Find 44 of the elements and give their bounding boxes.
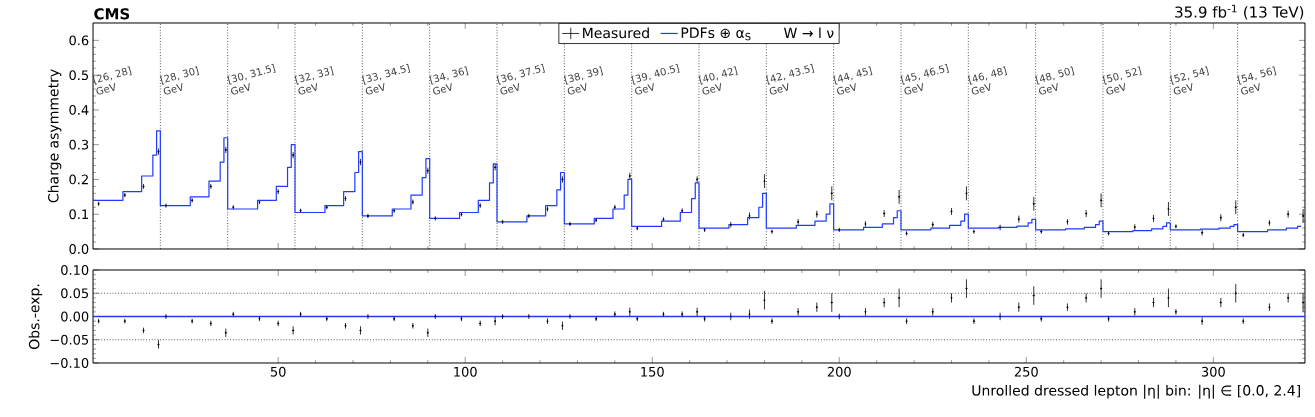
y-tick-label: 0.4 — [69, 105, 89, 115]
annotation: [34, 36] GeV — [429, 66, 469, 95]
y-tick-label: 0.00 — [61, 311, 89, 322]
annotation: [30, 31.5] GeV — [227, 63, 276, 95]
legend-label: Measured — [583, 27, 649, 39]
annotation: [45, 46.5] GeV — [900, 63, 949, 95]
annotation: [26, 28] GeV — [92, 66, 132, 95]
y-tick-label: 0.0 — [69, 244, 89, 254]
annotation: [48, 50] GeV — [1035, 66, 1075, 95]
chart-title: CMS — [94, 8, 130, 20]
x-tick-label: 150 — [641, 366, 664, 377]
y-tick-label: 0.6 — [69, 35, 89, 46]
y-tick-label: 0.10 — [61, 265, 89, 275]
x-tick-label: 100 — [454, 366, 477, 377]
annotation: [42, 43.5] GeV — [766, 63, 815, 95]
x-tick-label: 200 — [827, 366, 851, 377]
y-tick-label: 0.5 — [69, 70, 89, 81]
annotation: [36, 37.5] GeV — [496, 63, 545, 95]
annotation: [38, 39] GeV — [564, 66, 604, 95]
annotation: [28, 30] GeV — [160, 66, 200, 95]
annotation: [33, 34.5] GeV — [362, 63, 411, 95]
y-tick-label: −0.05 — [50, 334, 89, 345]
x-tick-label: 250 — [1014, 366, 1038, 377]
y-tick-label: 0.05 — [61, 288, 89, 299]
y-tick-label: 0.3 — [69, 139, 89, 150]
y-tick-label: −0.10 — [50, 358, 89, 368]
annotation: [52, 54] GeV — [1170, 66, 1210, 95]
legend-label: PDFs ⊕ α$_{S}$ — [681, 27, 751, 41]
annotation: [44, 45] GeV — [833, 66, 873, 95]
y-axis-title: Charge asymmetry — [47, 69, 62, 203]
x-tick-label: 50 — [270, 366, 286, 377]
annotation: [32, 33] GeV — [294, 66, 334, 95]
x-tick-label: 300 — [1201, 366, 1225, 377]
annotation: [40, 42] GeV — [698, 66, 738, 95]
annotation: [54, 56] GeV — [1237, 66, 1277, 95]
y-tick-label: 0.2 — [69, 174, 88, 185]
annotation: [46, 48] GeV — [968, 66, 1008, 95]
y-axis-title: Obs.-exp. — [28, 284, 43, 350]
legend-title: W → l ν — [783, 27, 834, 39]
chart-subtitle: 35.9 fb$^{-1}$ (13 TeV) — [1175, 4, 1304, 20]
annotation: [39, 40.5] GeV — [631, 63, 680, 95]
annotation: [50, 52] GeV — [1102, 66, 1142, 95]
x-axis-title: Unrolled dressed lepton |η| bin: |η| ∈ [0.0, 2.4] — [972, 384, 1300, 399]
y-tick-label: 0.1 — [69, 209, 88, 220]
